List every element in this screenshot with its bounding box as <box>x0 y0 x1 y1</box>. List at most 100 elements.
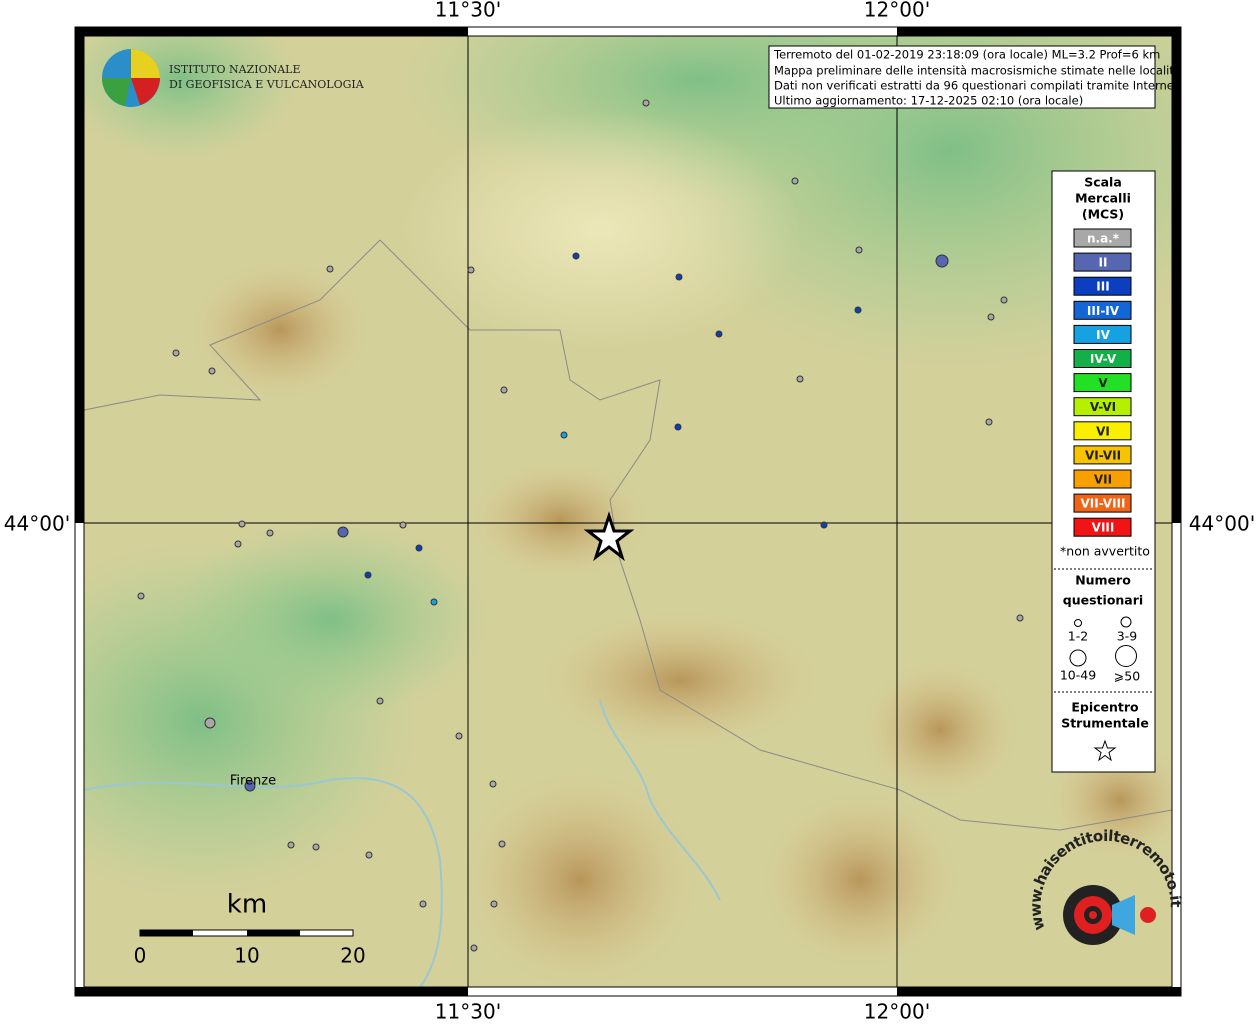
observation-point <box>399 521 407 529</box>
scale-label: 0 <box>134 944 147 968</box>
observation-point <box>326 265 334 273</box>
observation-point <box>935 254 949 268</box>
legend-label: ⩾50 <box>1114 669 1140 684</box>
observation-point <box>415 544 423 552</box>
legend-title: (MCS) <box>1082 207 1124 222</box>
legend-label: IV <box>1096 328 1110 342</box>
lon-label: 11°30' <box>435 1000 501 1024</box>
legend-swatch <box>1073 445 1132 465</box>
legend-label: VIII <box>1092 521 1115 535</box>
observation-point <box>376 697 384 705</box>
legend-label: 10-49 <box>1060 668 1096 683</box>
legend-swatch <box>1073 228 1132 248</box>
observation-point <box>365 851 373 859</box>
legend-label: III-IV <box>1087 304 1120 318</box>
legend-note: *non avvertito <box>1060 544 1150 559</box>
observation-point <box>674 423 682 431</box>
legend-label: VII-VIII <box>1080 497 1125 511</box>
scale-unit: km <box>227 890 267 920</box>
scale-label: 10 <box>234 944 259 968</box>
legend-swatch <box>1073 517 1132 537</box>
legend-title: Numero <box>1075 573 1131 588</box>
legend-label: II <box>1099 256 1108 270</box>
logo-text: DI GEOFISICA E VULCANOLOGIA <box>169 78 365 91</box>
legend-label: 1-2 <box>1068 629 1088 644</box>
observation-point <box>572 252 580 260</box>
info-line: Mappa preliminare delle intensità macros… <box>774 64 1181 78</box>
legend-label: VI-VII <box>1085 448 1121 462</box>
scale-bar: km 0 10 20 <box>134 890 366 968</box>
info-box <box>768 45 1156 109</box>
observation-point <box>985 418 993 426</box>
legend-label: VII <box>1094 473 1112 487</box>
observation-point <box>287 841 295 849</box>
observation-point <box>675 273 683 281</box>
observation-point <box>455 732 463 740</box>
legend-label: VI <box>1096 424 1110 438</box>
observation-point <box>337 526 349 538</box>
legend: Scala Mercalli (MCS) *non avvertito Nume… <box>1051 170 1156 773</box>
terrain <box>84 36 1172 987</box>
legend-label: IV-V <box>1090 352 1117 366</box>
legend-swatch <box>1073 397 1132 417</box>
observation-point <box>642 99 650 107</box>
legend-swatch <box>1073 324 1132 344</box>
observation-point <box>470 944 478 952</box>
logo-text: ISTITUTO NAZIONALE <box>169 63 301 76</box>
legend-title: Epicentro <box>1071 700 1139 715</box>
legend-title: questionari <box>1063 593 1143 608</box>
epicenter <box>583 511 635 562</box>
observation-point <box>498 840 506 848</box>
observation-point <box>137 592 145 600</box>
place-label: Firenze <box>230 774 276 789</box>
observation-point <box>791 177 799 185</box>
legend-swatch <box>1073 276 1132 296</box>
legend-label: V-VI <box>1090 400 1116 414</box>
observation-point <box>855 246 863 254</box>
observation-point <box>238 520 246 528</box>
legend-label: V <box>1098 376 1108 390</box>
observation-point <box>560 431 568 439</box>
legend-label: n.a.* <box>1087 232 1120 246</box>
frame <box>74 26 1182 997</box>
observation-point <box>489 780 497 788</box>
observation-point <box>1016 614 1024 622</box>
observation-point <box>820 521 828 529</box>
observation-point <box>364 571 372 579</box>
legend-label: III <box>1096 280 1109 294</box>
observation-point <box>266 529 274 537</box>
lon-label: 12°00' <box>864 1000 930 1024</box>
lon-label: 11°30' <box>435 0 501 22</box>
info-line: Terremoto del 01-02-2019 23:18:09 (ora l… <box>773 48 1160 62</box>
legend-swatch <box>1073 373 1132 393</box>
legend-title: Scala <box>1084 175 1122 190</box>
observation-point <box>172 349 180 357</box>
observation-point <box>244 780 256 792</box>
legend-swatch <box>1073 493 1132 513</box>
observation-point <box>234 540 242 548</box>
legend-swatch <box>1073 349 1132 368</box>
observation-point <box>490 900 498 908</box>
observation-point <box>854 306 862 314</box>
observation-point <box>715 330 723 338</box>
lat-label: 44°00' <box>4 512 70 536</box>
observation-point <box>312 843 320 851</box>
observation-point <box>467 266 475 274</box>
ingv-logo: ISTITUTO NAZIONALE DI GEOFISICA E VULCAN… <box>102 49 365 107</box>
observation-point <box>500 386 508 394</box>
legend-swatch <box>1073 421 1132 441</box>
legend-swatch <box>1073 252 1132 272</box>
observation-point <box>1000 296 1008 304</box>
info-line: Dati non verificati estratti da 96 quest… <box>774 79 1182 93</box>
legend-swatch <box>1073 300 1132 320</box>
legend-label: 3-9 <box>1117 629 1137 644</box>
observation-point <box>419 900 427 908</box>
observation-point <box>204 717 216 729</box>
legend-swatch <box>1073 469 1132 489</box>
observation-point <box>987 313 995 321</box>
observation-point <box>430 598 438 606</box>
legend-title: Strumentale <box>1061 716 1149 731</box>
scale-label: 20 <box>340 944 365 968</box>
